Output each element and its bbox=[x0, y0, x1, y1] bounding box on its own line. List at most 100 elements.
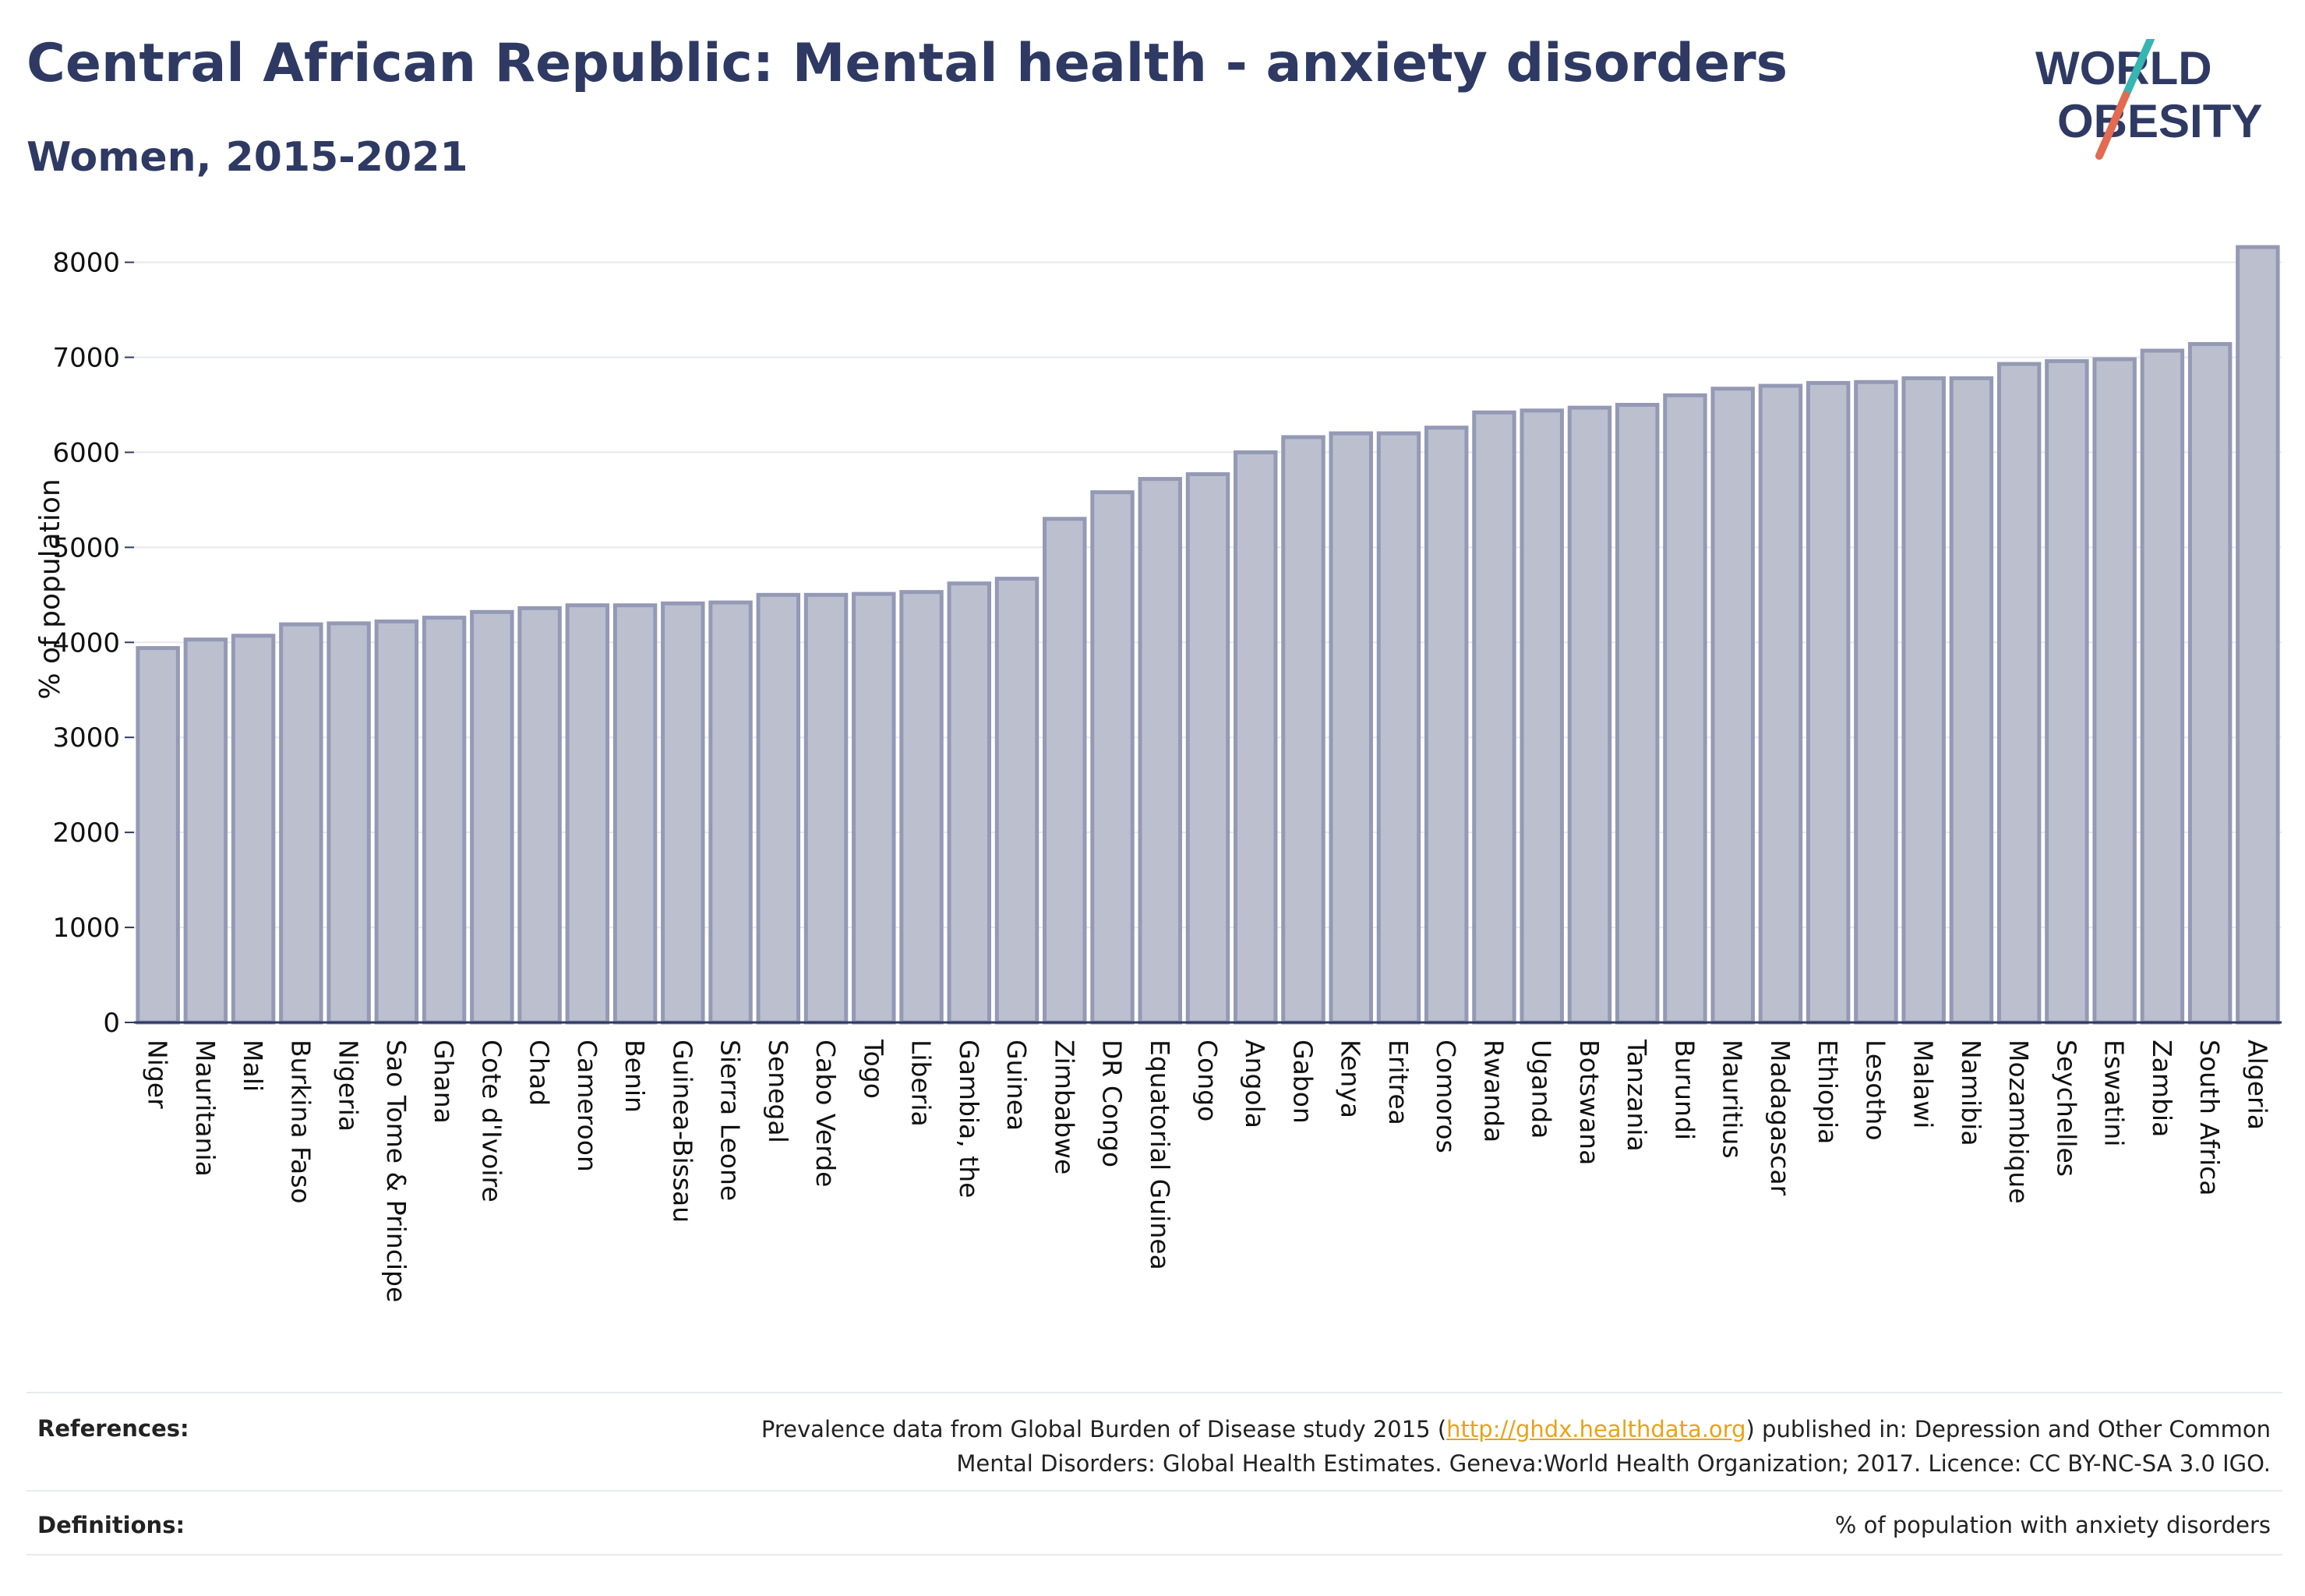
x-tick-label: Comoros bbox=[1431, 1040, 1461, 1153]
bar-zambia bbox=[2140, 348, 2185, 1025]
world-obesity-logo: WORLD OBESITY bbox=[2035, 39, 2262, 160]
x-tick-label: Kenya bbox=[1336, 1040, 1366, 1118]
bar-equatorial-guinea bbox=[1138, 477, 1182, 1025]
x-tick-label: Togo bbox=[858, 1039, 888, 1099]
bar-seychelles bbox=[2045, 358, 2089, 1025]
bar-mozambique bbox=[1996, 362, 2042, 1025]
x-tick-label: Guinea-Bissau bbox=[667, 1040, 697, 1223]
x-tick-label: Chad bbox=[524, 1040, 555, 1106]
bar-sao-tome-principe bbox=[374, 619, 419, 1025]
x-tick-label: Senegal bbox=[763, 1040, 793, 1143]
x-tick-label: Mauritania bbox=[190, 1040, 221, 1177]
y-tick-label: 7000 bbox=[52, 343, 120, 374]
bar-nigeria bbox=[327, 621, 371, 1025]
x-tick-label: Eswatini bbox=[2099, 1040, 2130, 1146]
x-tick-label: Sierra Leone bbox=[715, 1040, 746, 1201]
bar-burkina-faso bbox=[279, 622, 323, 1025]
y-tick-label: 1000 bbox=[52, 913, 120, 944]
x-tick-label: Zimbabwe bbox=[1049, 1040, 1079, 1174]
bar-guinea bbox=[994, 577, 1040, 1025]
bar-chart: 0 1000 2000 3000 4000 5000 6000 7000 8000 Niger M… bbox=[34, 245, 2282, 1302]
definitions-label: Definitions: bbox=[37, 1512, 185, 1538]
bar-niger bbox=[136, 646, 180, 1025]
bar-guinea-bissau bbox=[661, 601, 705, 1025]
x-tick-label: Mauritius bbox=[1717, 1040, 1748, 1159]
y-tick-label: 8000 bbox=[52, 248, 120, 279]
references-text-before: Prevalence data from Global Burden of Di… bbox=[761, 1416, 1447, 1442]
bar-eritrea bbox=[1376, 431, 1421, 1025]
bar-kenya bbox=[1329, 431, 1373, 1025]
bar-cameroon bbox=[565, 603, 610, 1025]
x-tick-label: Algeria bbox=[2242, 1040, 2272, 1130]
bar-angola bbox=[1234, 450, 1278, 1025]
x-tick-label: Ghana bbox=[429, 1040, 459, 1124]
x-tick-label: DR Congo bbox=[1097, 1040, 1128, 1167]
bar-sierra-leone bbox=[708, 600, 753, 1025]
bar-senegal bbox=[756, 592, 801, 1025]
bar-eswatini bbox=[2092, 357, 2137, 1025]
bar-malawi bbox=[1901, 376, 1946, 1025]
references-line2: Mental Disorders: Global Health Estimate… bbox=[956, 1450, 2271, 1477]
bars bbox=[136, 245, 2280, 1025]
bar-dr-congo bbox=[1090, 490, 1135, 1025]
bar-congo bbox=[1185, 471, 1230, 1025]
x-tick-label: Zambia bbox=[2147, 1040, 2177, 1137]
bar-gambia-the bbox=[947, 581, 992, 1025]
references-text: Prevalence data from Global Burden of Di… bbox=[478, 1412, 2271, 1481]
bar-ghana bbox=[422, 616, 467, 1025]
logo-line1: WORLD bbox=[2035, 42, 2212, 94]
logo-line2: OBESITY bbox=[2057, 95, 2262, 147]
x-tick-label: Malawi bbox=[1908, 1040, 1939, 1128]
y-tick-label: 5000 bbox=[52, 532, 120, 563]
logo-slash-teal bbox=[2122, 39, 2155, 99]
footer-divider-top bbox=[26, 1392, 2282, 1393]
bar-uganda bbox=[1520, 408, 1564, 1025]
x-tick-label: Mali bbox=[238, 1040, 268, 1092]
bar-mauritius bbox=[1710, 387, 1755, 1025]
x-tick-label: Equatorial Guinea bbox=[1145, 1040, 1175, 1270]
y-tick-label: 4000 bbox=[52, 627, 120, 659]
x-tick-label: Namibia bbox=[1956, 1040, 1986, 1146]
y-tick-label: 2000 bbox=[52, 817, 120, 849]
x-tick-label: Cameroon bbox=[572, 1040, 602, 1172]
bar-liberia bbox=[899, 590, 944, 1025]
bar-rwanda bbox=[1472, 410, 1516, 1025]
x-tick-label: Sao Tome & Principe bbox=[381, 1040, 411, 1302]
x-tick-label: Eritrea bbox=[1383, 1040, 1414, 1125]
x-axis: Niger Mauritania Mali Burkina Faso Nigeria Sa… bbox=[134, 1021, 2282, 1302]
definitions-text: % of population with anxiety disorders bbox=[1834, 1512, 2271, 1538]
x-tick-label: Madagascar bbox=[1765, 1040, 1795, 1196]
y-axis-label: % of population bbox=[34, 478, 66, 699]
x-tick-label: Cabo Verde bbox=[810, 1040, 841, 1187]
bar-zimbabwe bbox=[1043, 517, 1087, 1025]
references-label: References: bbox=[37, 1415, 189, 1442]
x-tick-label: Seychelles bbox=[2051, 1040, 2081, 1177]
x-tick-label: Tanzania bbox=[1622, 1039, 1652, 1152]
bar-togo bbox=[852, 591, 896, 1025]
x-tick-label: Ethiopia bbox=[1813, 1040, 1843, 1144]
x-tick-label: South Africa bbox=[2194, 1040, 2225, 1196]
bar-burundi bbox=[1663, 393, 1707, 1025]
bar-south-africa bbox=[2187, 341, 2233, 1025]
bar-mauritania bbox=[183, 637, 228, 1025]
x-tick-label: Uganda bbox=[1527, 1040, 1557, 1139]
y-tick-label: 0 bbox=[103, 1008, 120, 1039]
x-tick-label: Gabon bbox=[1287, 1040, 1318, 1124]
bar-algeria bbox=[2236, 245, 2280, 1025]
x-tick-label: Niger bbox=[143, 1040, 173, 1109]
bar-chad bbox=[517, 606, 562, 1025]
bar-benin bbox=[612, 603, 658, 1025]
bar-cote-d-ivoire bbox=[470, 609, 514, 1025]
x-tick-label: Angola bbox=[1240, 1040, 1270, 1128]
x-tick-label: Rwanda bbox=[1478, 1040, 1509, 1142]
bar-cabo-verde bbox=[803, 592, 849, 1025]
footer-divider-bottom bbox=[26, 1554, 2282, 1555]
bar-gabon bbox=[1281, 435, 1325, 1025]
y-axis: 0 1000 2000 3000 4000 5000 6000 7000 8000 bbox=[52, 248, 134, 1039]
x-tick-label: Mozambique bbox=[2003, 1040, 2034, 1204]
bar-namibia bbox=[1949, 376, 1994, 1025]
references-link[interactable]: http://ghdx.healthdata.org bbox=[1446, 1416, 1746, 1442]
bar-botswana bbox=[1567, 405, 1612, 1025]
x-tick-label: Botswana bbox=[1574, 1040, 1604, 1165]
x-tick-label: Cote d'Ivoire bbox=[476, 1040, 507, 1202]
